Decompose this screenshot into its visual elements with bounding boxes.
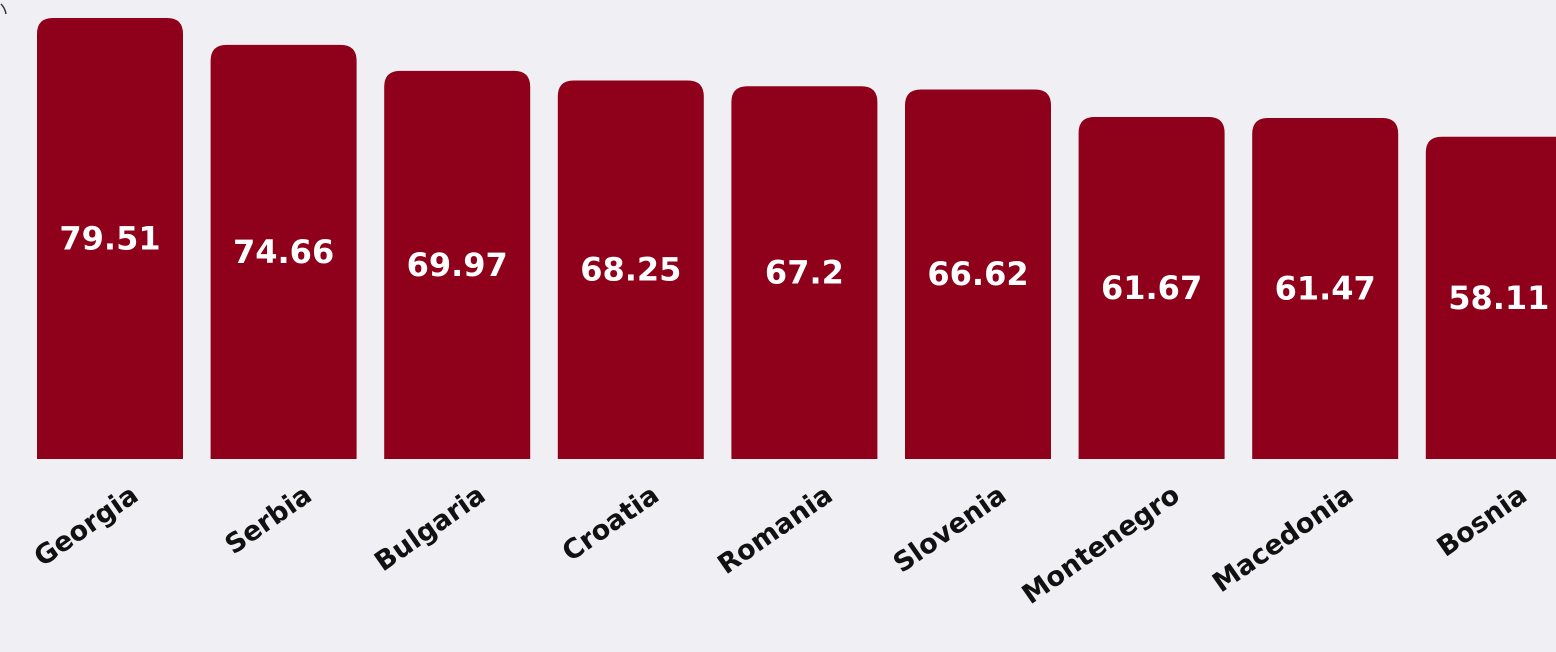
bar-romania xyxy=(731,86,878,459)
bar-value-label: 69.97 xyxy=(407,246,508,284)
category-label: Slovenia xyxy=(888,479,1012,579)
bar-value-label: 67.2 xyxy=(765,254,844,292)
category-label: Georgia xyxy=(29,479,144,573)
category-label: Croatia xyxy=(557,479,665,568)
bar-value-label: 74.66 xyxy=(233,233,334,271)
bar-montenegro xyxy=(1078,116,1225,459)
bar-value-label: 58.11 xyxy=(1448,279,1549,317)
bar-value-label: 61.67 xyxy=(1101,269,1202,307)
bar-bosnia xyxy=(1425,136,1556,459)
category-label: Bulgaria xyxy=(369,479,491,577)
category-label: Bosnia xyxy=(1432,479,1533,563)
bar-value-label: 79.51 xyxy=(59,220,160,258)
value-labels-group: 79.51 74.66 69.97 68.25 67.2 66.62 61.67 61.47 5… xyxy=(59,220,1549,317)
category-label: Romania xyxy=(712,479,838,580)
bar-value-label: 68.25 xyxy=(580,251,681,289)
bar-macedonia xyxy=(1252,118,1399,460)
category-label: Macedonia xyxy=(1207,479,1359,598)
category-labels-group: Georgia Serbia Bulgaria Croatia Romania Slove… xyxy=(29,479,1533,610)
bar-georgia xyxy=(37,18,183,459)
bar-slovenia xyxy=(905,89,1051,460)
bars-group xyxy=(37,18,1556,460)
bar-serbia xyxy=(210,44,357,459)
category-label: Montenegro xyxy=(1017,479,1186,610)
category-label: Serbia xyxy=(220,479,318,561)
corner-mark xyxy=(0,3,7,15)
bar-bulgaria xyxy=(384,70,531,460)
bar-value-label: 61.47 xyxy=(1275,270,1376,308)
bar-croatia xyxy=(557,80,704,459)
bar-value-label: 66.62 xyxy=(927,255,1028,293)
